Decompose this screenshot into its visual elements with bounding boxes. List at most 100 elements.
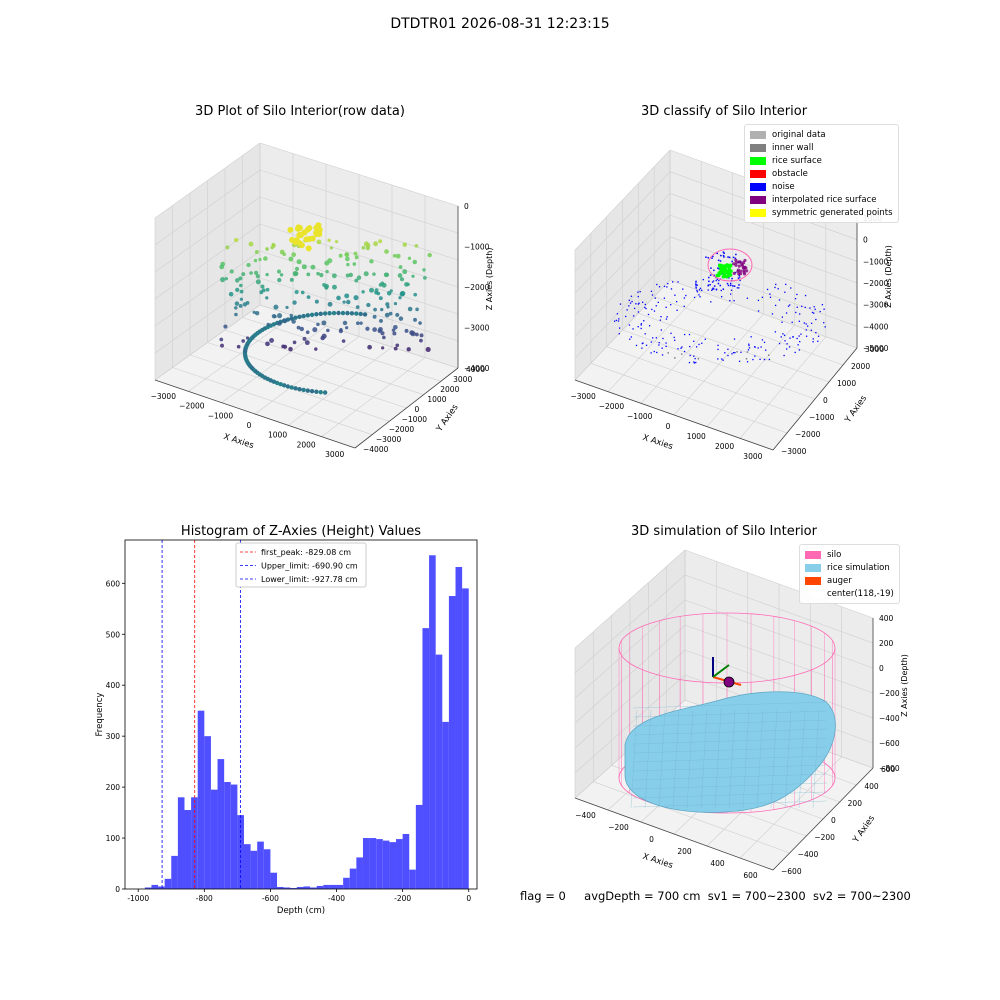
p1-point xyxy=(395,343,400,348)
p1-point xyxy=(239,289,244,294)
p2-z-tick: −2000 xyxy=(863,279,889,288)
p2-z-label: Z Axies (Depth) xyxy=(884,245,893,308)
hist-bar xyxy=(217,759,225,889)
p2-z-tick: −5000 xyxy=(863,344,889,353)
hist-y-tick: 100 xyxy=(106,834,121,843)
p4-x-tick: 0 xyxy=(649,835,654,844)
p1-point xyxy=(234,312,238,317)
p1-point xyxy=(378,327,383,332)
p1-point xyxy=(289,236,296,243)
p1-z-tick: −3000 xyxy=(464,324,490,333)
p2-noise-point xyxy=(805,323,807,325)
p2-noise-point xyxy=(717,344,719,347)
p1-y-tick: −2000 xyxy=(389,425,415,434)
p2-noise-point xyxy=(638,302,640,304)
p2-noise-point xyxy=(625,315,627,318)
p1-point xyxy=(288,256,294,262)
p1-point xyxy=(238,303,243,308)
hist-bar xyxy=(296,886,304,889)
legend-label: inner wall xyxy=(772,142,814,153)
p2-noise-point xyxy=(713,269,715,272)
p2-noise-point xyxy=(637,291,639,293)
hist-x-tick: -600 xyxy=(262,894,279,903)
p1-point xyxy=(238,276,243,281)
p2-y-tick: −2000 xyxy=(795,430,821,439)
p1-point xyxy=(346,299,351,305)
p2-noise-point xyxy=(757,347,759,349)
p2-noise-point xyxy=(683,333,686,336)
p2-noise-point xyxy=(693,362,696,364)
p2-noise-point xyxy=(718,279,720,282)
p2-noise-point xyxy=(786,348,788,350)
hist-bar xyxy=(290,887,297,889)
p2-noise-point xyxy=(817,340,819,342)
rice-mesh xyxy=(686,709,694,809)
p1-point xyxy=(304,226,311,233)
p1-point xyxy=(316,322,320,327)
p1-grid xyxy=(259,142,459,207)
p2-noise-point xyxy=(738,284,740,286)
panel2-classify-scatter: −3000−2000−10000100020003000−3000−2000−1… xyxy=(570,149,893,460)
p1-point xyxy=(314,389,319,394)
p2-noise-point xyxy=(696,289,698,292)
p2-noise-point xyxy=(733,285,736,287)
p1-point xyxy=(309,389,315,394)
p1-point xyxy=(373,241,379,247)
p2-noise-point xyxy=(812,338,814,340)
p2-noise-point xyxy=(813,306,815,308)
p2-noise-point xyxy=(730,289,733,291)
p1-point xyxy=(314,312,319,317)
p2-y-label: Y Axies xyxy=(843,393,870,425)
p1-point xyxy=(425,346,431,353)
p2-noise-point xyxy=(738,287,740,289)
p2-noise-point xyxy=(698,294,700,296)
p4-z-tick: 200 xyxy=(879,639,894,648)
p2-y-tick: −3000 xyxy=(781,447,807,456)
p1-point xyxy=(373,307,377,312)
p2-noise-point xyxy=(660,329,663,331)
p2-noise-point xyxy=(731,353,733,355)
p1-point xyxy=(314,299,319,304)
p2-noise-point xyxy=(759,358,761,360)
legend-swatch xyxy=(750,169,766,178)
legend-entry: auger xyxy=(805,574,894,587)
p2-noise-point xyxy=(729,282,732,285)
p2-noise-point xyxy=(645,344,648,347)
p2-rice-point xyxy=(723,268,728,272)
p1-y-tick: 2000 xyxy=(440,385,459,394)
p2-noise-point xyxy=(746,361,749,363)
p2-noise-point xyxy=(702,278,704,281)
p1-point xyxy=(258,257,262,262)
p2-noise-point xyxy=(774,286,776,289)
p1-point xyxy=(407,256,412,260)
p2-noise-point xyxy=(803,322,805,324)
p2-noise-point xyxy=(653,350,655,353)
p1-point xyxy=(367,344,372,350)
p2-noise-point xyxy=(734,257,737,260)
p2-noise-point xyxy=(694,357,696,360)
p1-point xyxy=(219,264,225,270)
p1-point xyxy=(271,313,277,319)
p1-point xyxy=(285,305,289,310)
p2-noise-point xyxy=(642,342,644,344)
hist-bar xyxy=(177,797,185,889)
p1-point xyxy=(278,382,283,387)
p1-point xyxy=(407,306,413,312)
p1-point xyxy=(398,316,404,321)
hist-y-label: Frequency xyxy=(95,693,105,737)
p1-x-tick: 1000 xyxy=(268,431,287,440)
legend-swatch xyxy=(750,156,766,165)
p1-point xyxy=(378,296,383,301)
p2-noise-point xyxy=(717,358,719,360)
p1-point xyxy=(255,279,261,285)
p2-noise-point xyxy=(715,279,717,282)
p2-noise-point xyxy=(797,344,799,346)
p2-noise-point xyxy=(771,313,774,315)
hist-bar xyxy=(230,784,238,889)
p2-noise-point xyxy=(637,295,639,298)
p1-point xyxy=(340,310,346,316)
p2-noise-point xyxy=(658,286,661,288)
p2-rice-point xyxy=(718,271,723,276)
legend-swatch xyxy=(805,550,821,559)
p1-point xyxy=(322,390,328,395)
